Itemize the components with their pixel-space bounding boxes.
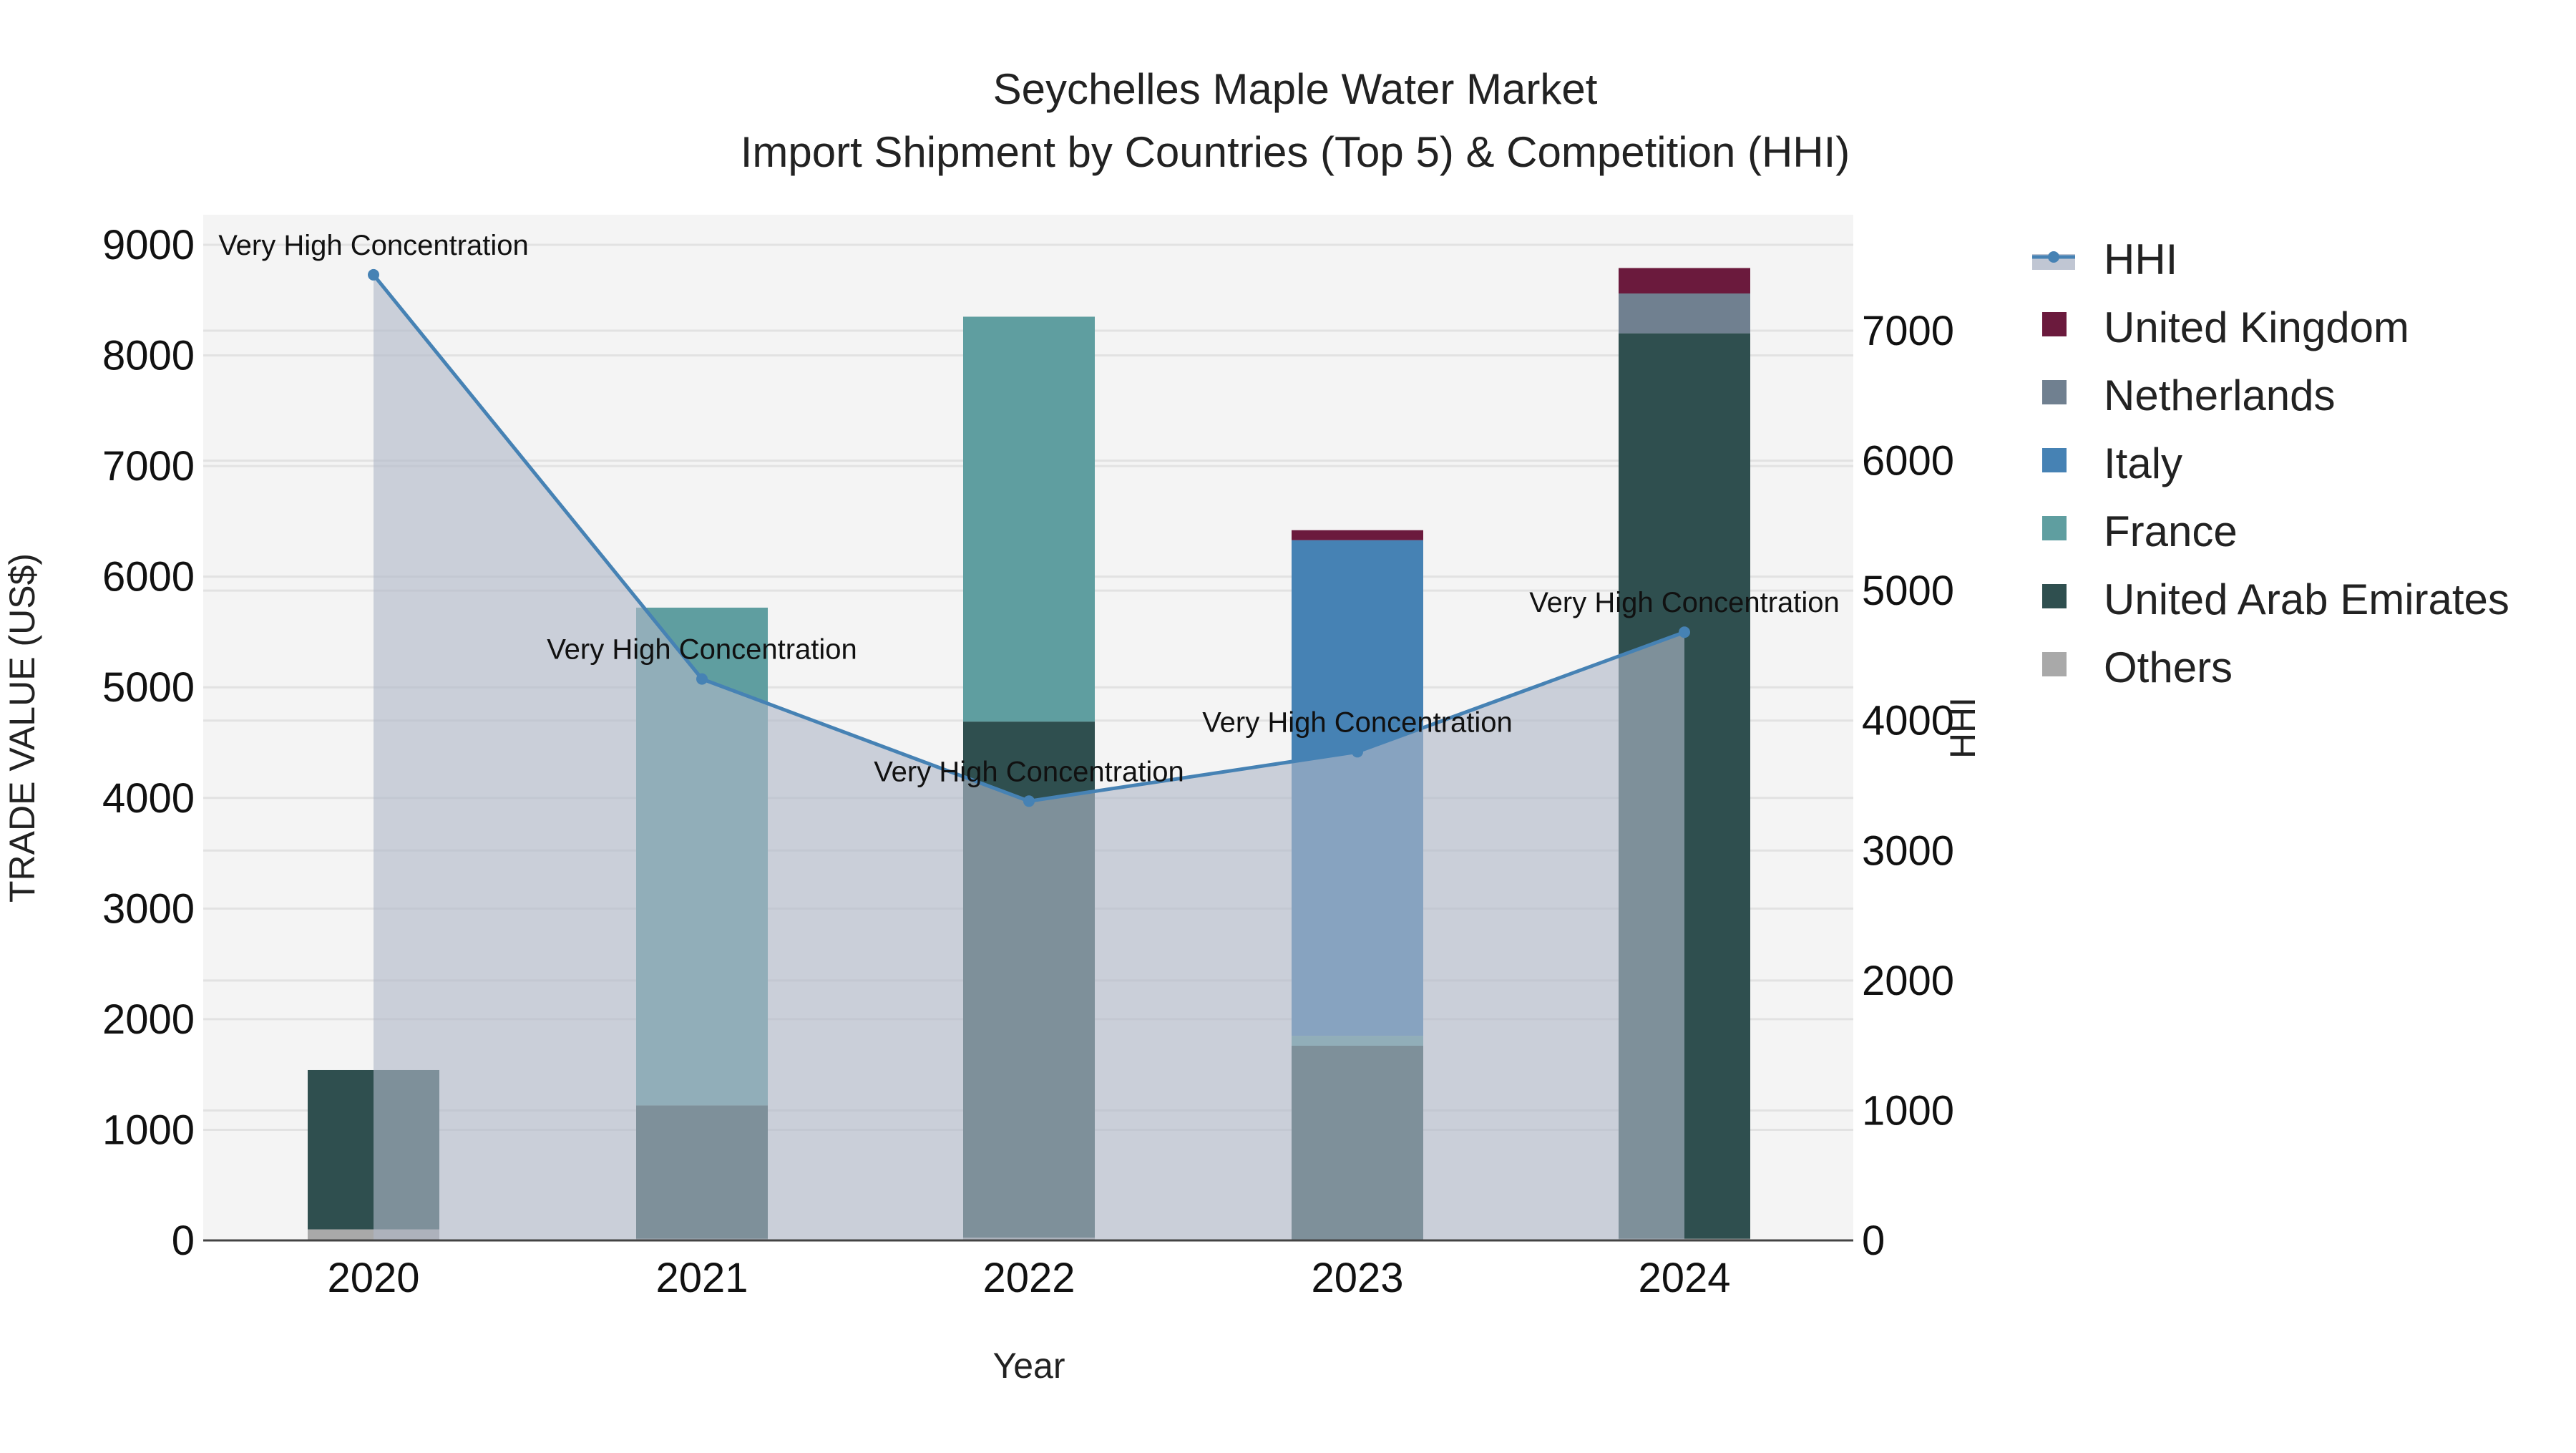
y-tick-label: 3000 — [102, 885, 195, 932]
y-tick-label: 6000 — [102, 554, 195, 601]
y2-tick-label: 5000 — [1862, 568, 1954, 614]
y-tick-label: 5000 — [102, 664, 195, 711]
chart-title: Seychelles Maple Water Market — [993, 65, 1598, 113]
y2-axis-label: HHI — [1943, 697, 1983, 759]
hhi-point-2020 — [368, 268, 379, 281]
legend-label: Italy — [2104, 439, 2182, 487]
y-axis-label: TRADE VALUE (US$) — [2, 553, 42, 903]
y-tick-label: 2000 — [102, 996, 195, 1043]
x-tick-label: 2020 — [327, 1255, 419, 1301]
y2-tick-label: 3000 — [1862, 827, 1954, 874]
bar-netherlands-2024 — [1619, 293, 1750, 334]
legend-swatch-netherlands — [2042, 380, 2067, 404]
y2-tick-label: 0 — [1862, 1218, 1885, 1264]
y-tick-label: 7000 — [102, 443, 195, 490]
legend-label: United Kingdom — [2104, 303, 2409, 351]
y2-tick-label: 1000 — [1862, 1087, 1954, 1134]
y-tick-label: 4000 — [102, 775, 195, 822]
y2-tick-label: 2000 — [1862, 958, 1954, 1004]
y2-tick-label: 7000 — [1862, 308, 1954, 354]
x-tick-label: 2021 — [655, 1255, 748, 1301]
chart-subtitle: Import Shipment by Countries (Top 5) & C… — [741, 128, 1850, 176]
x-tick-label: 2022 — [982, 1255, 1075, 1301]
x-tick-label: 2023 — [1311, 1255, 1403, 1301]
hhi-annotation: Very High Concentration — [218, 230, 529, 261]
legend-label: HHI — [2104, 235, 2177, 283]
legend-swatch-united-kingdom — [2042, 312, 2067, 336]
hhi-point-2024 — [1679, 626, 1690, 638]
legend-hhi-marker-icon — [2048, 251, 2059, 263]
y-tick-label: 9000 — [102, 222, 195, 268]
legend-swatch-others — [2042, 652, 2067, 676]
x-axis-label: Year — [992, 1346, 1065, 1386]
hhi-area — [374, 274, 1684, 1240]
legend-label: France — [2104, 507, 2238, 555]
bar-france-2022 — [963, 316, 1095, 722]
y-tick-label: 1000 — [102, 1107, 195, 1153]
hhi-annotation: Very High Concentration — [547, 634, 857, 666]
bar-united-kingdom-2024 — [1619, 268, 1750, 294]
hhi-point-2023 — [1352, 746, 1363, 758]
hhi-annotation: Very High Concentration — [1202, 706, 1513, 738]
hhi-annotation: Very High Concentration — [1529, 587, 1840, 618]
legend-label: United Arab Emirates — [2104, 575, 2509, 623]
legend-swatch-italy — [2042, 448, 2067, 472]
y2-tick-label: 4000 — [1862, 698, 1954, 744]
legend-label: Others — [2104, 643, 2233, 691]
y-tick-label: 0 — [172, 1218, 195, 1264]
hhi-point-2021 — [696, 673, 708, 685]
legend-swatch-united-arab-emirates — [2042, 584, 2067, 608]
y2-tick-label: 6000 — [1862, 438, 1954, 485]
x-tick-label: 2024 — [1638, 1255, 1730, 1301]
hhi-point-2022 — [1023, 795, 1035, 807]
hhi-annotation: Very High Concentration — [874, 756, 1184, 787]
bar-united-kingdom-2023 — [1292, 530, 1423, 540]
legend-label: Netherlands — [2104, 371, 2336, 419]
y-tick-label: 8000 — [102, 333, 195, 379]
legend-swatch-france — [2042, 516, 2067, 540]
